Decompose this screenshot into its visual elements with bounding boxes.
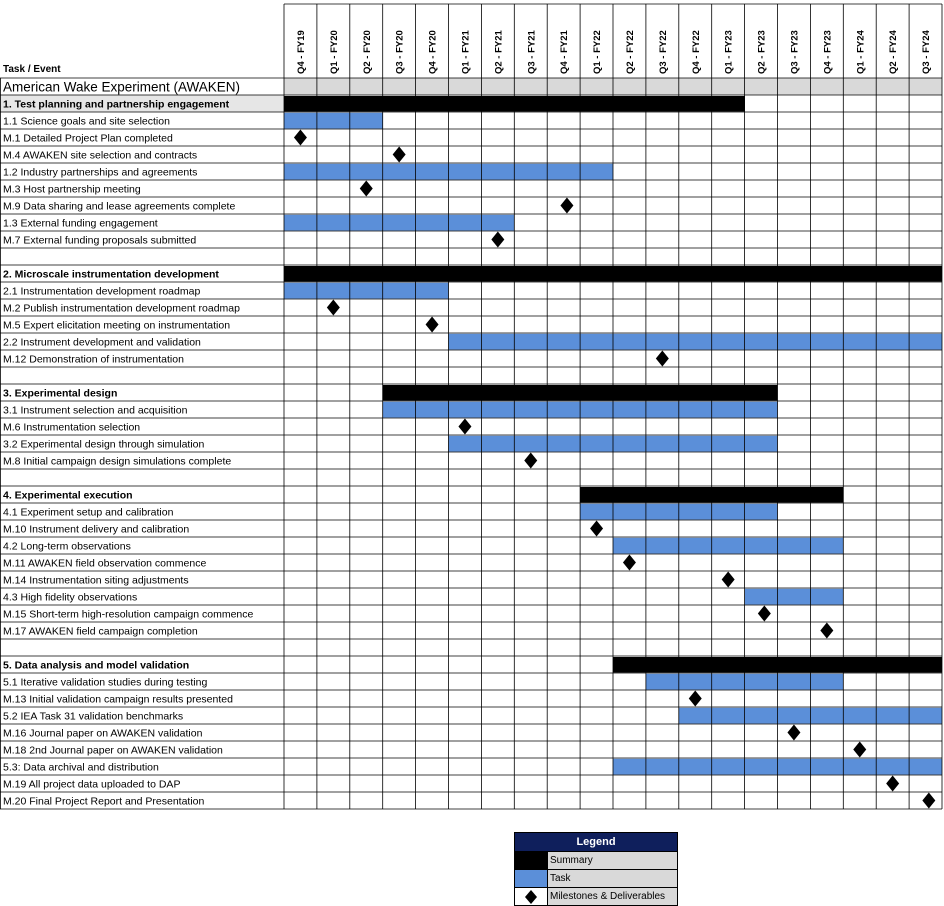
- period-label: Q2 - FY22: [625, 30, 636, 74]
- milestone-diamond: [491, 231, 505, 248]
- legend-item-task: Task: [515, 869, 677, 887]
- legend-item-milestone: Milestones & Deliverables: [515, 887, 677, 905]
- milestone-diamond: [688, 690, 702, 707]
- milestone-diamond: [359, 180, 373, 197]
- section-label: 4. Experimental execution: [3, 490, 133, 502]
- period-label: Q1 - FY20: [329, 30, 340, 74]
- milestone-label: M.4 AWAKEN site selection and contracts: [3, 150, 197, 162]
- task-label: 4.1 Experiment setup and calibration: [3, 507, 174, 519]
- period-label: Q1 - FY22: [592, 30, 603, 74]
- period-label: Q4 - FY19: [296, 30, 307, 74]
- task-bar: [613, 537, 844, 554]
- legend-label-milestone: Milestones & Deliverables: [548, 888, 677, 905]
- milestone-label: M.1 Detailed Project Plan completed: [3, 133, 173, 145]
- milestone-label: M.5 Expert elicitation meeting on instru…: [3, 320, 230, 332]
- period-label: Q2 - FY21: [493, 29, 504, 74]
- milestone-diamond: [326, 299, 340, 316]
- task-label: 3.1 Instrument selection and acquisition: [3, 405, 188, 417]
- period-label: Q1 - FY23: [724, 30, 735, 74]
- milestone-label: M.14 Instrumentation siting adjustments: [3, 575, 189, 587]
- task-bar: [448, 333, 942, 350]
- section-row-bg: [0, 95, 284, 112]
- task-label: 1.2 Industry partnerships and agreements: [3, 167, 197, 179]
- task-label: 5.3: Data archival and distribution: [3, 762, 159, 774]
- task-label: 3.2 Experimental design through simulati…: [3, 439, 205, 451]
- milestone-diamond: [458, 418, 472, 435]
- task-bar: [284, 112, 383, 129]
- legend-label-task: Task: [548, 870, 677, 887]
- legend: Legend Summary Task Milestones & Deliver…: [514, 832, 678, 906]
- section-label: 2. Microscale instrumentation developmen…: [3, 269, 219, 281]
- task-label: 5.1 Iterative validation studies during …: [3, 677, 207, 689]
- milestone-diamond: [886, 775, 900, 792]
- task-label: 4.3 High fidelity observations: [3, 592, 137, 604]
- milestone-diamond: [820, 622, 834, 639]
- milestone-label: M.9 Data sharing and lease agreements co…: [3, 201, 235, 213]
- task-column-header: Task / Event: [3, 64, 61, 75]
- legend-label-summary: Summary: [548, 852, 677, 869]
- milestone-label: M.19 All project data uploaded to DAP: [3, 779, 180, 791]
- period-label: Q2 - FY24: [888, 29, 899, 74]
- milestone-diamond: [721, 571, 735, 588]
- task-label: 1.3 External funding engagement: [3, 218, 158, 230]
- task-label: 4.2 Long-term observations: [3, 541, 131, 553]
- period-label: Q1 - FY24: [855, 29, 866, 74]
- period-label: Q1 - FY21: [460, 29, 471, 74]
- period-label: Q2 - FY20: [362, 30, 373, 74]
- task-bar: [284, 282, 449, 299]
- period-label: Q4 - FY21: [559, 29, 570, 74]
- milestone-label: M.7 External funding proposals submitted: [3, 235, 196, 247]
- period-label: Q2 - FY23: [757, 30, 768, 74]
- milestone-diamond: [853, 741, 867, 758]
- period-label: Q4 - FY22: [691, 30, 702, 74]
- gantt-chart: Q4 - FY19 Q1 - FY20 Q2 - FY20 Q3 - FY20 Q4 -…: [0, 3, 943, 810]
- milestone-label: M.10 Instrument delivery and calibration: [3, 524, 189, 536]
- milestone-label: M.12 Demonstration of instrumentation: [3, 354, 184, 366]
- period-label: Q4 - FY20: [428, 30, 439, 74]
- milestone-diamond: [757, 605, 771, 622]
- task-label: 2.2 Instrument development and validatio…: [3, 337, 201, 349]
- milestone-label: M.13 Initial validation campaign results…: [3, 694, 233, 706]
- task-bar: [284, 214, 515, 231]
- section-label: 5. Data analysis and model validation: [3, 660, 189, 672]
- period-label: Q3 - FY20: [395, 30, 406, 74]
- milestone-label: M.18 2nd Journal paper on AWAKEN validat…: [3, 745, 223, 757]
- milestone-diamond: [524, 452, 538, 469]
- milestone-diamond: [425, 316, 439, 333]
- milestone-label: M.11 AWAKEN field observation commence: [3, 558, 206, 570]
- milestone-label: M.3 Host partnership meeting: [3, 184, 141, 196]
- period-label: Q3 - FY24: [921, 29, 932, 74]
- period-label: Q3 - FY22: [658, 30, 669, 74]
- legend-item-summary: Summary: [515, 851, 677, 869]
- milestone-diamond: [922, 792, 936, 809]
- milestone-label: M.15 Short-term high-resolution campaign…: [3, 609, 254, 621]
- period-label: Q3 - FY23: [789, 30, 800, 74]
- milestone-diamond: [590, 520, 604, 537]
- milestone-label: M.17 AWAKEN field campaign completion: [3, 626, 198, 638]
- milestone-label: M.20 Final Project Report and Presentati…: [3, 796, 205, 808]
- task-label: 2.1 Instrumentation development roadmap: [3, 286, 200, 298]
- milestone-label: M.6 Instrumentation selection: [3, 422, 140, 434]
- milestone-diamond: [622, 554, 636, 571]
- milestone-diamond: [560, 197, 574, 214]
- task-bar: [744, 588, 844, 605]
- milestone-diamond: [392, 146, 406, 163]
- milestone-label: M.8 Initial campaign design simulations …: [3, 456, 231, 468]
- diamond-icon: [525, 889, 537, 904]
- section-label: 3. Experimental design: [3, 388, 117, 400]
- milestone-diamond: [787, 724, 801, 741]
- milestone-label: M.16 Journal paper on AWAKEN validation: [3, 728, 203, 740]
- chart-title: American Wake Experiment (AWAKEN): [3, 80, 240, 95]
- milestone-label: M.2 Publish instrumentation development …: [3, 303, 240, 315]
- section-label: 1. Test planning and partnership engagem…: [3, 99, 230, 111]
- legend-title: Legend: [515, 833, 677, 851]
- task-label: 5.2 IEA Task 31 validation benchmarks: [3, 711, 183, 723]
- task-label: 1.1 Science goals and site selection: [3, 116, 170, 128]
- milestone-diamond: [293, 129, 307, 146]
- milestone-diamond: [655, 350, 669, 367]
- period-label: Q3 - FY21: [526, 29, 537, 74]
- period-label: Q4 - FY23: [822, 30, 833, 74]
